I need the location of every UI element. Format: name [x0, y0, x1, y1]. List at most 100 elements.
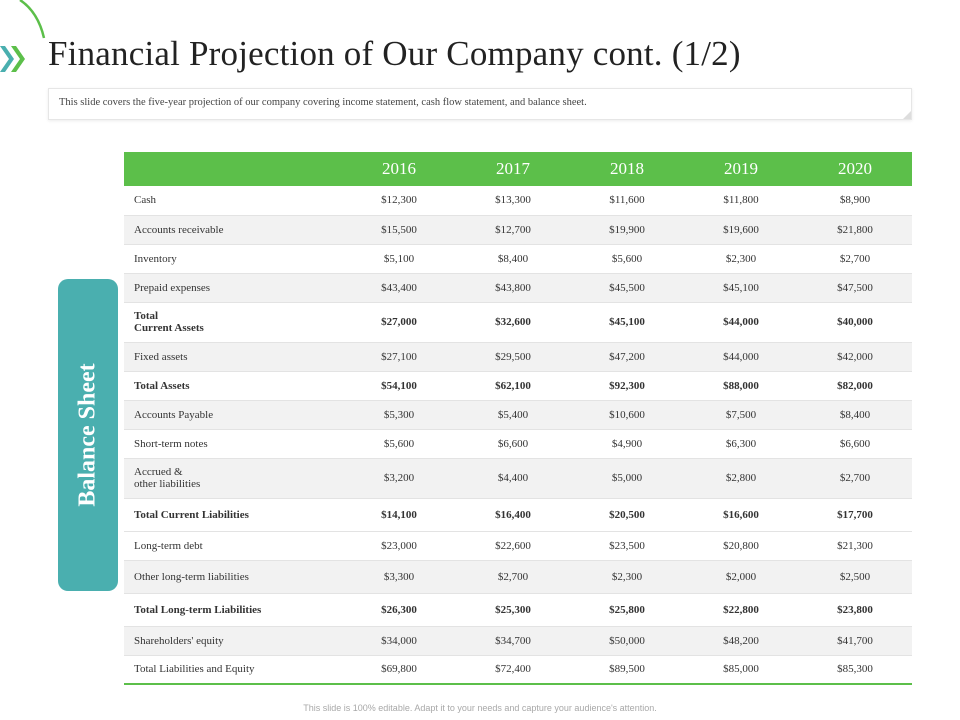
- cell-value: $2,000: [684, 560, 798, 594]
- decorative-swoosh: [19, 0, 46, 39]
- cell-value: $19,900: [570, 215, 684, 245]
- cell-value: $3,300: [342, 560, 456, 594]
- footer-note: This slide is 100% editable. Adapt it to…: [303, 703, 657, 713]
- row-label: Fixed assets: [124, 342, 342, 372]
- cell-value: $16,400: [456, 498, 570, 532]
- cell-value: $23,800: [798, 593, 912, 627]
- balance-sheet-label: Balance Sheet: [58, 279, 118, 591]
- double-chevron-icon: [0, 46, 25, 72]
- row-label: Cash: [124, 186, 342, 216]
- cell-value: $10,600: [570, 400, 684, 430]
- cell-value: $6,300: [684, 429, 798, 459]
- cell-value: $47,200: [570, 342, 684, 372]
- cell-value: $14,100: [342, 498, 456, 532]
- cell-value: $4,900: [570, 429, 684, 459]
- row-label: Long-term debt: [124, 531, 342, 561]
- row-label: Other long-term liabilities: [124, 560, 342, 594]
- table-header-row: 2016 2017 2018 2019 2020: [124, 152, 912, 186]
- cell-value: $2,700: [798, 458, 912, 499]
- row-label: Accounts Payable: [124, 400, 342, 430]
- table-row: Accrued & other liabilities $3,200 $4,400 $…: [124, 458, 912, 499]
- row-label: Short-term notes: [124, 429, 342, 459]
- cell-value: $11,600: [570, 186, 684, 216]
- row-label: Shareholders' equity: [124, 626, 342, 656]
- cell-value: $92,300: [570, 371, 684, 401]
- cell-value: $43,800: [456, 273, 570, 303]
- cell-value: $25,800: [570, 593, 684, 627]
- table-row: Other long-term liabilities $3,300 $2,700 $…: [124, 560, 912, 594]
- table-row: Inventory $5,100 $8,400 $5,600 $2,300 $2,700: [124, 244, 912, 274]
- row-label: Total Current Assets: [124, 302, 342, 343]
- year-header: 2019: [684, 152, 798, 186]
- cell-value: $82,000: [798, 371, 912, 401]
- cell-value: $88,000: [684, 371, 798, 401]
- cell-value: $6,600: [798, 429, 912, 459]
- cell-value: $25,300: [456, 593, 570, 627]
- row-label: Inventory: [124, 244, 342, 274]
- table-row: Cash $12,300 $13,300 $11,600 $11,800 $8,900: [124, 186, 912, 216]
- cell-value: $44,000: [684, 302, 798, 343]
- table-row: Total Long-term Liabilities $26,300 $25,30…: [124, 593, 912, 627]
- year-header: 2016: [342, 152, 456, 186]
- row-label: Total Long-term Liabilities: [124, 593, 342, 627]
- cell-value: $2,800: [684, 458, 798, 499]
- cell-value: $32,600: [456, 302, 570, 343]
- cell-value: $34,000: [342, 626, 456, 656]
- cell-value: $26,300: [342, 593, 456, 627]
- cell-value: $47,500: [798, 273, 912, 303]
- cell-value: $12,300: [342, 186, 456, 216]
- cell-value: $16,600: [684, 498, 798, 532]
- cell-value: $23,500: [570, 531, 684, 561]
- cell-value: $20,500: [570, 498, 684, 532]
- cell-value: $5,600: [342, 429, 456, 459]
- table-row: Total Assets $54,100 $62,100 $92,300 $88,000…: [124, 371, 912, 401]
- row-label: Accounts receivable: [124, 215, 342, 245]
- cell-value: $4,400: [456, 458, 570, 499]
- cell-value: $22,600: [456, 531, 570, 561]
- table-row: Long-term debt $23,000 $22,600 $23,500 $20,8…: [124, 531, 912, 561]
- table-body: Cash $12,300 $13,300 $11,600 $11,800 $8,900 Ac…: [124, 186, 912, 685]
- cell-value: $69,800: [342, 655, 456, 685]
- cell-value: $45,100: [684, 273, 798, 303]
- cell-value: $29,500: [456, 342, 570, 372]
- cell-value: $2,700: [798, 244, 912, 274]
- row-label: Total Current Liabilities: [124, 498, 342, 532]
- cell-value: $5,400: [456, 400, 570, 430]
- cell-value: $45,100: [570, 302, 684, 343]
- table-row: Total Current Liabilities $14,100 $16,400 $…: [124, 498, 912, 532]
- cell-value: $21,800: [798, 215, 912, 245]
- cell-value: $22,800: [684, 593, 798, 627]
- cell-value: $8,400: [456, 244, 570, 274]
- cell-value: $17,700: [798, 498, 912, 532]
- cell-value: $27,100: [342, 342, 456, 372]
- cell-value: $34,700: [456, 626, 570, 656]
- cell-value: $8,900: [798, 186, 912, 216]
- page-title: Financial Projection of Our Company cont…: [48, 34, 741, 73]
- cell-value: $40,000: [798, 302, 912, 343]
- cell-value: $44,000: [684, 342, 798, 372]
- cell-value: $5,600: [570, 244, 684, 274]
- cell-value: $54,100: [342, 371, 456, 401]
- cell-value: $12,700: [456, 215, 570, 245]
- cell-value: $2,300: [684, 244, 798, 274]
- cell-value: $13,300: [456, 186, 570, 216]
- year-header: 2020: [798, 152, 912, 186]
- description-box: This slide covers the five-year projecti…: [48, 88, 912, 120]
- table-row: Short-term notes $5,600 $6,600 $4,900 $6,300…: [124, 429, 912, 459]
- cell-value: $89,500: [570, 655, 684, 685]
- cell-value: $11,800: [684, 186, 798, 216]
- cell-value: $5,000: [570, 458, 684, 499]
- cell-value: $19,600: [684, 215, 798, 245]
- table-row: Accounts Payable $5,300 $5,400 $10,600 $7,50…: [124, 400, 912, 430]
- cell-value: $62,100: [456, 371, 570, 401]
- cell-value: $41,700: [798, 626, 912, 656]
- row-label: Accrued & other liabilities: [124, 458, 342, 499]
- year-header: 2017: [456, 152, 570, 186]
- row-label: Prepaid expenses: [124, 273, 342, 303]
- balance-sheet-table: 2016 2017 2018 2019 2020 Cash $12,300 $13,…: [124, 152, 912, 685]
- cell-value: $50,000: [570, 626, 684, 656]
- year-header: 2018: [570, 152, 684, 186]
- cell-value: $6,600: [456, 429, 570, 459]
- table-row: Total Liabilities and Equity $69,800 $72,4…: [124, 655, 912, 685]
- cell-value: $15,500: [342, 215, 456, 245]
